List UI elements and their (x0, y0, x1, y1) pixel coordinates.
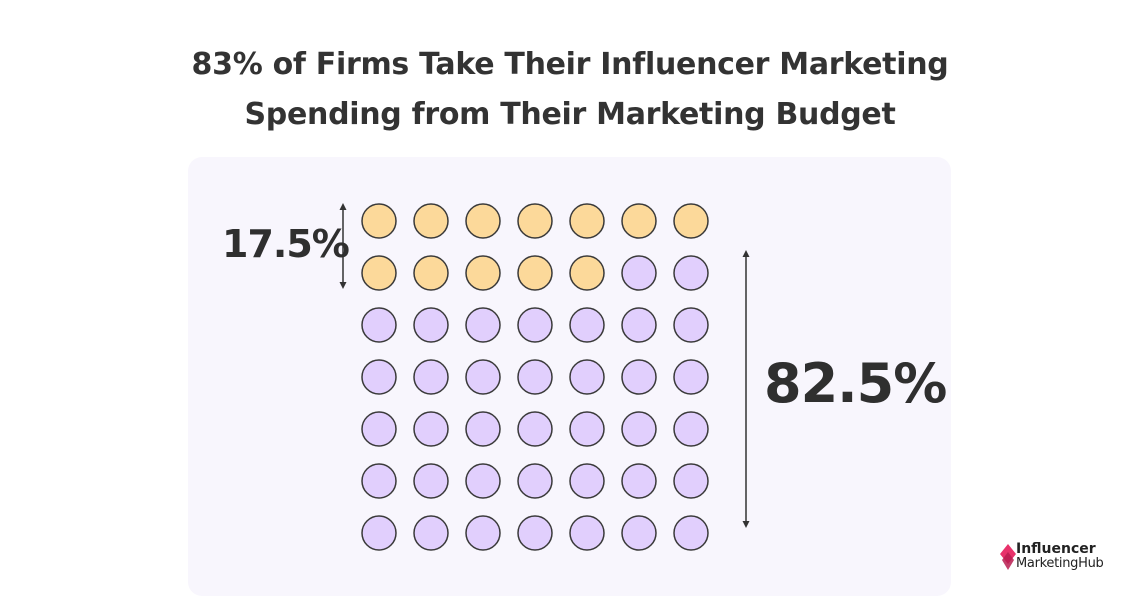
waffle-dot-marketing-budget (517, 515, 553, 551)
waffle-dot-marketing-budget (413, 307, 449, 343)
waffle-dot-marketing-budget (569, 515, 605, 551)
chart-title-line-2: Spending from Their Marketing Budget (244, 97, 896, 132)
waffle-dot-budget-other (517, 203, 553, 239)
waffle-dot-marketing-budget (465, 411, 501, 447)
chart-title-line-1: 83% of Firms Take Their Influencer Marke… (191, 47, 949, 82)
waffle-dot-marketing-budget (569, 359, 605, 395)
waffle-dot-marketing-budget (621, 463, 657, 499)
waffle-dot-marketing-budget (673, 359, 709, 395)
waffle-dot-marketing-budget (673, 463, 709, 499)
waffle-dot-marketing-budget (517, 359, 553, 395)
waffle-dot-marketing-budget (621, 515, 657, 551)
chart-title: 83% of Firms Take Their Influencer Marke… (0, 40, 1140, 140)
waffle-dot-marketing-budget (621, 307, 657, 343)
logo-text-line-1: Influencer (1016, 541, 1096, 557)
waffle-dot-budget-other (361, 255, 397, 291)
waffle-dot-marketing-budget (413, 359, 449, 395)
waffle-dot-marketing-budget (361, 463, 397, 499)
waffle-dot-marketing-budget (621, 411, 657, 447)
waffle-dot-marketing-budget (361, 307, 397, 343)
waffle-dot-marketing-budget (361, 411, 397, 447)
waffle-dot-marketing-budget (673, 307, 709, 343)
waffle-dot-budget-other (361, 203, 397, 239)
waffle-dot-marketing-budget (361, 359, 397, 395)
waffle-dot-marketing-budget (465, 359, 501, 395)
logo-text-line-2: MarketingHub (1016, 556, 1104, 571)
waffle-dot-marketing-budget (413, 463, 449, 499)
waffle-dot-marketing-budget (569, 463, 605, 499)
waffle-dot-budget-other (673, 203, 709, 239)
waffle-dot-marketing-budget (673, 255, 709, 291)
waffle-dot-budget-other (465, 203, 501, 239)
waffle-dot-marketing-budget (465, 515, 501, 551)
waffle-dot-marketing-budget (517, 411, 553, 447)
waffle-dot-marketing-budget (413, 411, 449, 447)
waffle-dot-marketing-budget (569, 411, 605, 447)
waffle-dot-budget-other (621, 203, 657, 239)
waffle-dot-marketing-budget (621, 359, 657, 395)
small-range-arrow (339, 203, 347, 289)
waffle-dot-marketing-budget (673, 411, 709, 447)
waffle-dot-marketing-budget (673, 515, 709, 551)
waffle-dot-marketing-budget (517, 307, 553, 343)
segment-label-small: 17.5% (222, 222, 350, 266)
waffle-dot-budget-other (517, 255, 553, 291)
logo-mark-icon (1000, 544, 1016, 570)
waffle-dot-budget-other (569, 203, 605, 239)
waffle-dots (361, 203, 709, 551)
large-range-arrow (742, 250, 750, 528)
waffle-dot-marketing-budget (465, 463, 501, 499)
brand-logo: Influencer MarketingHub (1000, 541, 1125, 575)
waffle-dot-marketing-budget (413, 515, 449, 551)
waffle-dot-marketing-budget (621, 255, 657, 291)
waffle-dot-budget-other (465, 255, 501, 291)
waffle-dot-marketing-budget (517, 463, 553, 499)
segment-label-large: 82.5% (764, 352, 947, 415)
waffle-dot-budget-other (413, 255, 449, 291)
waffle-dot-budget-other (413, 203, 449, 239)
waffle-dot-marketing-budget (361, 515, 397, 551)
waffle-dot-marketing-budget (465, 307, 501, 343)
waffle-dot-budget-other (569, 255, 605, 291)
waffle-dot-marketing-budget (569, 307, 605, 343)
